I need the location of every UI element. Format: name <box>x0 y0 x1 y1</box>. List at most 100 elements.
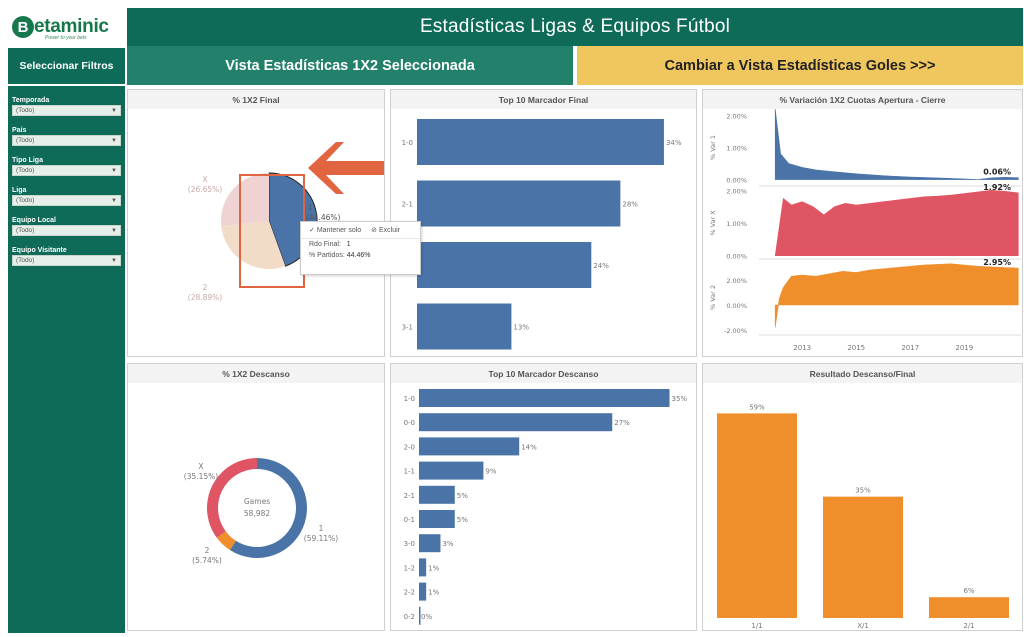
category-label: X/1 <box>857 622 869 630</box>
bar <box>419 437 520 456</box>
data-label: 34% <box>666 139 682 147</box>
data-label: 9% <box>485 468 496 476</box>
y-tick-label: 0.00% <box>726 253 747 261</box>
bar <box>417 180 621 227</box>
panel-resultado-descanso-final: Resultado Descanso/Final 59% 1/1 35% X/1 6% 2… <box>702 363 1023 631</box>
data-label: 3% <box>442 540 453 548</box>
liga-dropdown[interactable]: (Todo) ▼ <box>12 195 121 206</box>
filter-tipo-liga: Tipo Liga (Todo) ▼ <box>12 156 121 176</box>
slice-pct-label: (59.11%) <box>304 534 339 543</box>
donut-slice-X <box>207 458 257 538</box>
tab-1x2-selected: Vista Estadísticas 1X2 Seleccionada <box>127 46 573 85</box>
bar <box>419 413 613 432</box>
temporada-dropdown[interactable]: (Todo) ▼ <box>12 105 121 116</box>
dropdown-value: (Todo) <box>16 257 35 264</box>
data-label: 1% <box>428 564 439 572</box>
pais-dropdown[interactable]: (Todo) ▼ <box>12 135 121 146</box>
chevron-down-icon: ▼ <box>111 257 117 264</box>
slice-pct-label: (5.74%) <box>192 556 222 565</box>
arrow-annotation <box>308 142 384 194</box>
data-label: 5% <box>457 492 468 500</box>
tipo-liga-dropdown[interactable]: (Todo) ▼ <box>12 165 121 176</box>
filter-equipo-local: Equipo Local (Todo) ▼ <box>12 216 121 236</box>
switch-to-goles-button[interactable]: Cambiar a Vista Estadísticas Goles >>> <box>577 46 1023 85</box>
logo-name: etaminic <box>34 16 109 37</box>
pie-slice-2 <box>221 221 286 269</box>
data-label: 35% <box>672 395 688 403</box>
filter-label: Equipo Visitante <box>12 247 67 254</box>
filter-label: Equipo Local <box>12 217 56 224</box>
category-label: 2-1 <box>402 201 413 209</box>
filter-label: Tipo Liga <box>12 157 43 164</box>
exclude-button[interactable]: ⊘ Excluir <box>371 227 400 234</box>
data-label: 59% <box>749 403 765 411</box>
filter-pais: País (Todo) ▼ <box>12 126 121 146</box>
slice-pct-label: (44.46%) <box>306 213 341 222</box>
data-label: 6% <box>963 587 974 595</box>
donut-slice-2 <box>216 531 236 551</box>
tooltip-row: % Partidos: 44.46% <box>301 250 420 261</box>
y-tick-label: 2.00% <box>726 277 747 285</box>
bar <box>929 597 1009 618</box>
tooltip-rdo-value: 1 <box>346 241 351 248</box>
y-tick-label: 0.00% <box>726 177 747 185</box>
tooltip-row: Rdo Final: 1 <box>301 239 420 250</box>
area-series <box>774 189 1019 257</box>
filter-liga: Liga (Todo) ▼ <box>12 186 121 206</box>
panel-title: Top 10 Marcador Final <box>391 90 696 109</box>
x-tick-label: 2015 <box>847 344 865 352</box>
donut-center-value: 58,982 <box>244 509 270 518</box>
keep-only-button[interactable]: ✓ Mantener solo <box>309 227 362 234</box>
slice-pct-label: (26.65%) <box>188 185 223 194</box>
tooltip-pct-value: 44.46% <box>346 252 371 259</box>
filter-equipo-visitante: Equipo Visitante (Todo) ▼ <box>12 246 121 266</box>
category-label: 1-0 <box>402 139 413 147</box>
data-label: 5% <box>457 516 468 524</box>
category-label: 3-1 <box>402 324 413 332</box>
equipo-local-dropdown[interactable]: (Todo) ▼ <box>12 225 121 236</box>
panel-title: % Variación 1X2 Cuotas Apertura - Cierre <box>703 90 1022 109</box>
bar-top10-final: 1-034%2-128%2-024%3-113% <box>402 119 682 350</box>
category-label: 2-2 <box>404 589 415 597</box>
bar <box>417 119 664 165</box>
data-label: 27% <box>614 419 630 427</box>
panel-top10-descanso: Top 10 Marcador Descanso 1-0 35% 0-0 27% 2-0… <box>390 363 697 631</box>
slice-name-label: X <box>198 462 203 471</box>
x-tick-label: 2017 <box>901 344 919 352</box>
y-tick-label: 2.00% <box>726 187 747 195</box>
slice-name-label: 1 <box>319 524 324 533</box>
bar-resultado-descanso-final: 59% 1/1 35% X/1 6% 2/1 <box>717 403 1009 630</box>
equipo-visitante-dropdown[interactable]: (Todo) ▼ <box>12 255 121 266</box>
category-label: 0-2 <box>404 613 415 621</box>
bar <box>419 582 427 601</box>
bar <box>419 485 455 504</box>
y-tick-label: 0.00% <box>726 302 747 310</box>
slice-pct-label: (35.15%) <box>184 472 219 481</box>
sidebar-title: Seleccionar Filtros <box>8 48 125 86</box>
data-label: 14% <box>521 443 537 451</box>
filter-label: País <box>12 127 27 134</box>
y-axis-label: % Var 1 <box>709 135 717 160</box>
dropdown-value: (Todo) <box>16 227 35 234</box>
filter-label: Temporada <box>12 97 50 104</box>
panel-title: % 1X2 Descanso <box>128 364 384 383</box>
slice-name-label: 2 <box>203 283 208 292</box>
bar <box>417 303 512 350</box>
logo: B etaminic Power to your bets <box>8 8 125 46</box>
data-label: 35% <box>855 487 871 495</box>
panel-variacion-cuotas: % Variación 1X2 Cuotas Apertura - Cierre… <box>702 89 1023 357</box>
last-value-label: 0.06% <box>983 168 1011 177</box>
slice-name-label: X <box>202 175 207 184</box>
y-tick-label: 1.00% <box>726 145 747 153</box>
bar <box>419 389 670 407</box>
chevron-down-icon: ▼ <box>111 227 117 234</box>
bar-top10-descanso: 1-0 35% 0-0 27% 2-0 14% 1-1 9% 2-1 5% 0-1 5% 3-0 3% 1-… <box>404 389 688 625</box>
bar <box>419 606 421 625</box>
data-label: 1% <box>428 589 439 597</box>
filters-sidebar: Seleccionar Filtros Temporada (Todo) ▼ Pa… <box>8 48 125 633</box>
dropdown-value: (Todo) <box>16 197 35 204</box>
data-label: 28% <box>622 201 638 209</box>
y-axis-label: % Var 2 <box>709 285 717 310</box>
donut-center-label: Games <box>244 497 270 506</box>
panel-title: Resultado Descanso/Final <box>703 364 1022 383</box>
